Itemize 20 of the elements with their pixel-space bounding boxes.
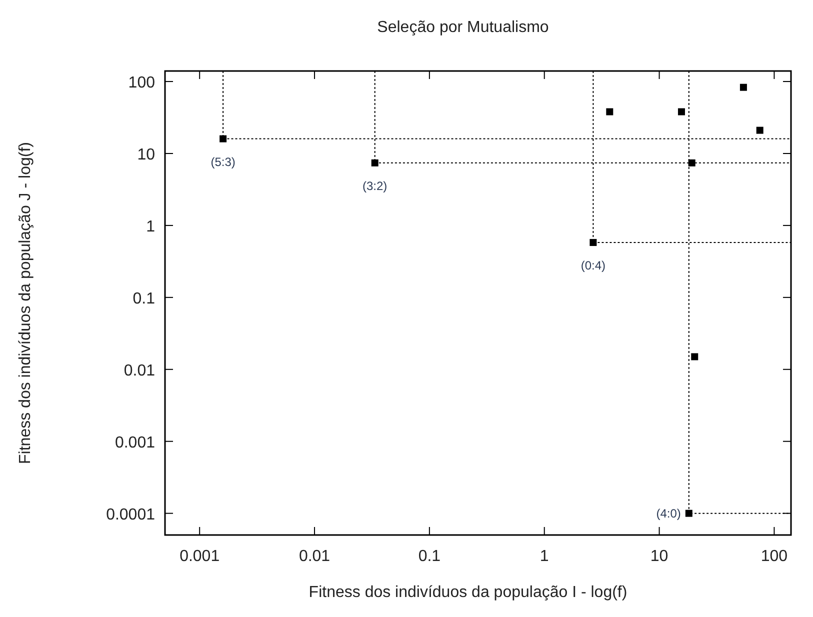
y-tick-label: 10 bbox=[137, 146, 156, 164]
chart-title: Seleção por Mutualismo bbox=[377, 19, 549, 36]
y-tick-label: 0.001 bbox=[114, 434, 156, 452]
y-axis-title: Fitness dos indivíduos da população J - log(f) bbox=[17, 142, 34, 464]
y-tick-label: 0.0001 bbox=[106, 506, 156, 524]
annotation: (3:2) bbox=[362, 178, 388, 193]
x-axis-title: Fitness dos indivíduos da população I - log(f) bbox=[308, 584, 628, 601]
y-tick-label: 0.1 bbox=[132, 290, 156, 308]
x-tick-label: 0.1 bbox=[418, 548, 441, 565]
x-tick-label: 100 bbox=[760, 548, 788, 565]
y-tick-label: 0.01 bbox=[124, 362, 156, 380]
annotation: (4:0) bbox=[656, 506, 681, 520]
y-tick-label: 1 bbox=[146, 218, 156, 236]
x-tick-label: 0.001 bbox=[180, 548, 220, 565]
annotation: (0:4) bbox=[580, 258, 606, 272]
annotation: (5:3) bbox=[210, 154, 236, 169]
x-tick-label: 10 bbox=[650, 548, 668, 565]
x-tick-label: 1 bbox=[540, 548, 549, 565]
x-tick-label: 0.01 bbox=[298, 548, 330, 565]
y-tick-label: 100 bbox=[128, 74, 156, 92]
